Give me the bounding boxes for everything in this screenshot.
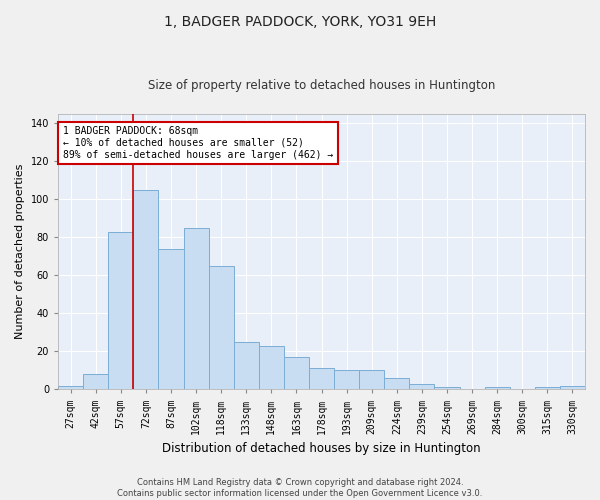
Text: 1 BADGER PADDOCK: 68sqm
← 10% of detached houses are smaller (52)
89% of semi-de: 1 BADGER PADDOCK: 68sqm ← 10% of detache…	[64, 126, 334, 160]
Text: 1, BADGER PADDOCK, YORK, YO31 9EH: 1, BADGER PADDOCK, YORK, YO31 9EH	[164, 15, 436, 29]
Title: Size of property relative to detached houses in Huntington: Size of property relative to detached ho…	[148, 79, 495, 92]
Bar	[259, 346, 284, 390]
Bar	[434, 388, 460, 390]
Bar	[158, 249, 184, 390]
Bar	[108, 232, 133, 390]
Bar	[209, 266, 234, 390]
Bar	[58, 386, 83, 390]
Bar	[184, 228, 209, 390]
Bar	[359, 370, 384, 390]
Bar	[133, 190, 158, 390]
Bar	[485, 388, 510, 390]
Bar	[309, 368, 334, 390]
Bar	[334, 370, 359, 390]
Bar	[384, 378, 409, 390]
Y-axis label: Number of detached properties: Number of detached properties	[15, 164, 25, 340]
Bar	[83, 374, 108, 390]
Text: Contains HM Land Registry data © Crown copyright and database right 2024.
Contai: Contains HM Land Registry data © Crown c…	[118, 478, 482, 498]
Bar	[409, 384, 434, 390]
Bar	[560, 386, 585, 390]
Bar	[535, 388, 560, 390]
Bar	[284, 357, 309, 390]
X-axis label: Distribution of detached houses by size in Huntington: Distribution of detached houses by size …	[162, 442, 481, 455]
Bar	[234, 342, 259, 390]
